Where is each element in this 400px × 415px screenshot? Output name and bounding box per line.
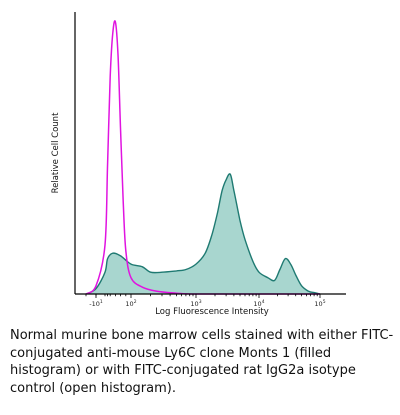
x-tick-label: -101: [89, 299, 103, 308]
series-0-filled-area: [86, 173, 320, 294]
y-axis-title: Relative Cell Count: [51, 112, 61, 193]
series-0-filled-line: [85, 173, 321, 295]
x-axis-title: Log Fluorescence Intensity: [155, 307, 269, 317]
figure-caption: Normal murine bone marrow cells stained …: [10, 328, 394, 396]
x-tick-label: 102: [125, 299, 136, 308]
x-tick-label: 104: [253, 299, 264, 308]
x-tick-label: 105: [314, 299, 325, 308]
series-1-open-line: [85, 20, 320, 295]
series-layer: [85, 20, 321, 295]
x-tick-layer: -101 102 103 104 105: [85, 294, 326, 308]
histogram-chart: -101 102 103 104 105 Log Fluorescence Intens…: [51, 12, 346, 317]
x-tick-label: 103: [190, 299, 201, 308]
